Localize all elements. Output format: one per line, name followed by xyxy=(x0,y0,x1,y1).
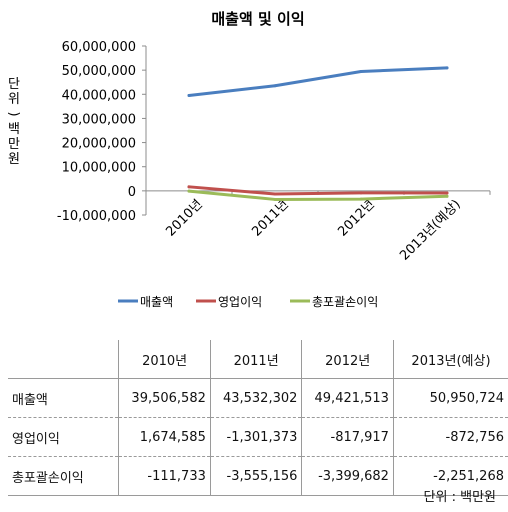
table-cell: -817,917 xyxy=(301,417,394,457)
row-label: 매출액 xyxy=(8,378,120,418)
table-header-row: 2010년 2011년 2012년 2013년(예상) xyxy=(8,340,508,379)
y-tick-label: 30,000,000 xyxy=(62,112,136,127)
y-tick-label: 0 xyxy=(128,185,136,200)
table-cell: -3,555,156 xyxy=(210,456,303,496)
y-tick-label: -10,000,000 xyxy=(57,209,136,224)
y-axis-label-char: 단 xyxy=(8,77,20,92)
legend-label: 총포괄손이익 xyxy=(312,295,378,309)
y-axis-label-char: 원 xyxy=(8,152,20,167)
data-table: 2010년 2011년 2012년 2013년(예상) 매출액 39,506,5… xyxy=(8,340,508,496)
y-tick-label: 50,000,000 xyxy=(62,64,136,79)
row-label: 영업이익 xyxy=(8,417,120,457)
table-cell: 43,532,302 xyxy=(210,378,303,418)
y-axis-label-char: ) xyxy=(6,111,21,116)
x-tick-label: 2012년 xyxy=(335,197,377,239)
table-cell: -872,756 xyxy=(393,417,508,457)
data-point xyxy=(187,185,191,189)
table-header-2012: 2012년 xyxy=(301,340,394,379)
table-row-operating-profit: 영업이익 1,674,585 -1,301,373 -817,917 -872,… xyxy=(8,417,508,457)
data-point xyxy=(445,191,449,195)
series-line-0 xyxy=(187,66,449,97)
table-header-2010: 2010년 xyxy=(118,340,211,379)
row-label: 총포괄손이익 xyxy=(8,456,120,496)
axes xyxy=(142,45,491,216)
y-axis-label-char: 백 xyxy=(8,122,20,137)
y-tick-label: 60,000,000 xyxy=(62,40,136,55)
table-cell: -3,399,682 xyxy=(301,456,394,496)
line-chart: 매출액 및 이익 단위) 백만원 60,000,000 50,000,000 40,0… xyxy=(6,10,491,309)
x-tick-label: 2013년(예상) xyxy=(397,197,464,264)
data-table-container: 2010년 2011년 2012년 2013년(예상) 매출액 39,506,5… xyxy=(8,340,508,496)
x-tick-label: 2011년 xyxy=(249,197,291,239)
legend: 매출액 영업이익 총포괄손이익 xyxy=(118,295,378,309)
data-point xyxy=(273,84,277,88)
y-axis-label: 단위) 백만원 xyxy=(6,77,21,167)
data-point xyxy=(187,189,191,193)
data-point xyxy=(273,192,277,196)
table-cell: 49,421,513 xyxy=(301,378,394,418)
series-line-2 xyxy=(187,189,449,201)
table-cell: -2,251,268 xyxy=(393,456,508,496)
series-line-1 xyxy=(187,185,449,196)
table-cell: -111,733 xyxy=(118,456,211,496)
data-point xyxy=(273,197,277,201)
data-point xyxy=(359,70,363,74)
y-tick-label: 20,000,000 xyxy=(62,137,136,152)
y-tick-label: 10,000,000 xyxy=(62,161,136,176)
data-point xyxy=(445,66,449,70)
table-header-corner xyxy=(8,340,120,379)
table-cell: 50,950,724 xyxy=(393,378,508,418)
data-point xyxy=(359,197,363,201)
table-header-2011: 2011년 xyxy=(210,340,303,379)
legend-label: 영업이익 xyxy=(218,295,262,309)
table-row-revenue: 매출액 39,506,582 43,532,302 49,421,513 50,… xyxy=(8,378,508,418)
table-cell: -1,301,373 xyxy=(210,417,303,457)
series-lines xyxy=(187,66,449,201)
data-point xyxy=(445,194,449,198)
y-axis-label-char: 만 xyxy=(8,137,20,152)
y-axis-label-char: 위 xyxy=(8,92,20,107)
y-tick-label: 40,000,000 xyxy=(62,88,136,103)
data-point xyxy=(187,93,191,97)
y-tick-labels: 60,000,000 50,000,000 40,000,000 30,000,000… xyxy=(57,40,136,224)
data-point xyxy=(359,191,363,195)
table-row-comprehensive-income: 총포괄손이익 -111,733 -3,555,156 -3,399,682 -2… xyxy=(8,456,508,496)
legend-label: 매출액 xyxy=(140,295,173,309)
table-cell: 39,506,582 xyxy=(118,378,211,418)
chart-title: 매출액 및 이익 xyxy=(211,10,304,28)
table-header-2013: 2013년(예상) xyxy=(393,340,508,379)
x-tick-label: 2010년 xyxy=(163,197,205,239)
table-cell: 1,674,585 xyxy=(118,417,211,457)
unit-note: 단위 : 백만원 xyxy=(423,490,496,505)
x-tick-labels: 2010년 2011년 2012년 2013년(예상) xyxy=(163,197,463,264)
